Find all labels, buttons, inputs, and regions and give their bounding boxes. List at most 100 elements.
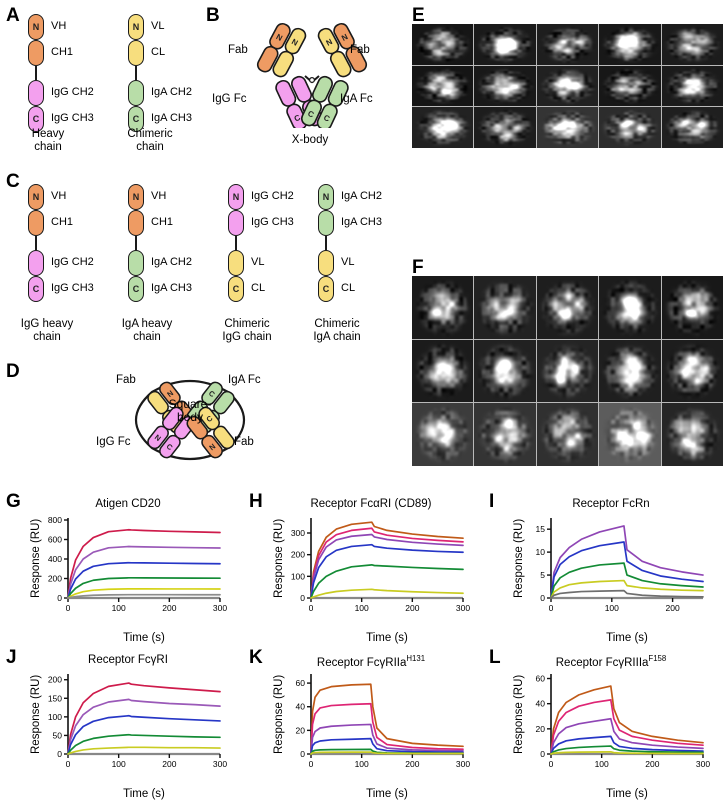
svg-text:N: N: [275, 32, 285, 43]
em-particle-image: [412, 24, 474, 65]
label-fab-bottom-d: Fab: [234, 436, 254, 448]
sensorgram-curve-conc-1: [310, 683, 464, 755]
em-class-average-cell: [599, 65, 661, 107]
domain-label: IgA CH2: [151, 256, 192, 268]
panel-letter-j: J: [6, 647, 17, 668]
domain-label: IgG CH2: [251, 190, 294, 202]
em-particle-image: [661, 65, 723, 107]
chain-linker: [35, 66, 37, 80]
terminus-marker: C: [232, 284, 240, 294]
panel-b-caption: X-body: [291, 134, 329, 146]
y-axis-label: Response (RU): [513, 674, 525, 754]
x-axis-label: Time (s): [606, 788, 648, 800]
terminus-marker: C: [132, 114, 140, 124]
em-class-average-cell: [599, 107, 661, 148]
label-iga-fc-d: IgA Fc: [228, 374, 261, 386]
domain-label: IgA CH2: [341, 190, 382, 202]
chain-linker: [135, 66, 137, 80]
domain-label: IgA CH3: [341, 216, 382, 228]
sensorgram-curve-conc-4: [310, 543, 464, 599]
terminus-marker: N: [322, 192, 330, 202]
em-class-average-cell: [474, 403, 536, 466]
terminus-marker: N: [32, 192, 40, 202]
em-class-average-cell: [536, 339, 599, 403]
domain-label: IgA CH3: [151, 112, 192, 124]
em-class-average-cell: [536, 107, 599, 148]
svg-text:C: C: [165, 442, 175, 453]
spr-plot-g: 0 200 400 600 800 0 100 200 300 Atigen CD20 Respon…: [28, 498, 228, 644]
em-class-average-cell: [661, 107, 723, 148]
em-particle-image: [474, 65, 536, 107]
plot-title: Receptor FcRn: [572, 498, 650, 510]
em-particle-image: [599, 403, 661, 466]
chain-caption-chimeric-chain: Chimeric chain: [106, 128, 194, 154]
em-particle-image: [599, 24, 661, 65]
domain-vl: N: [128, 14, 144, 40]
em-particle-image: [412, 276, 474, 339]
plot-canvas: 0 100 200 300 0 100 200 300: [291, 518, 470, 613]
sensorgram-curve-conc-4: [310, 737, 464, 755]
x-tick-label: 100: [112, 759, 126, 769]
y-tick-label: 20: [536, 724, 546, 734]
y-tick-label: 50: [53, 730, 63, 740]
domain-ch1: [28, 210, 44, 236]
caption-line: chain: [133, 331, 161, 343]
caption-line: chain: [136, 141, 164, 153]
svg-text:N: N: [290, 37, 300, 48]
y-tick-label: 40: [296, 702, 306, 712]
domain-igg-ch3: C: [28, 106, 44, 132]
plot-title-superscript: H131: [406, 654, 426, 663]
plot-canvas: 0 20 40 60 0 100 200 300: [536, 674, 711, 769]
sensorgram-curve-conc-6: [310, 751, 464, 755]
spr-plot-l: 0 20 40 60 0 100 200 300 Receptor FcγRIIIaF158 Re…: [511, 654, 711, 800]
panel-letter-h: H: [249, 491, 263, 512]
x-tick-label: 200: [666, 603, 680, 613]
sensorgram-curve-conc-4: [550, 735, 704, 755]
sensorgram-curve-conc-2: [310, 702, 464, 755]
y-axis-label: Response (RU): [30, 518, 42, 598]
panel-letter-k: K: [249, 647, 263, 668]
plot-canvas: 0 50 100 150 200 0 100 200 300: [48, 674, 227, 769]
domain-cl: C: [228, 276, 244, 302]
plot-title: Receptor FcαRI (CD89): [310, 498, 432, 510]
em-particle-image: [661, 276, 723, 339]
plot-title: Atigen CD20: [95, 498, 161, 510]
sensorgram-curve-conc-6: [310, 588, 464, 599]
label-fab-right-b: Fab: [350, 44, 370, 56]
caption-line: Chimeric: [127, 128, 173, 140]
sensorgram-curve-conc-6: [67, 593, 221, 599]
domain-label: CH1: [51, 216, 74, 228]
domain-label: VH: [51, 190, 67, 202]
domain-igg-ch2: [28, 80, 44, 106]
em-class-average-cell: [412, 403, 474, 466]
terminus-marker: C: [32, 284, 40, 294]
chain-caption-iga-heavy: IgA heavy chain: [102, 318, 192, 344]
x-tick-label: 0: [549, 603, 554, 613]
x-tick-label: 300: [456, 603, 470, 613]
em-particle-image: [599, 107, 661, 148]
chain-caption-igg-heavy: IgG heavy chain: [2, 318, 92, 344]
domain-iga-ch2: N: [318, 184, 334, 210]
xbody-diagram: N N N N C C C: [225, 18, 400, 133]
terminus-marker: N: [132, 192, 140, 202]
chain-caption-chimeric-iga: Chimeric IgA chain: [293, 318, 381, 344]
domain-vh: N: [128, 184, 144, 210]
y-axis-label: Response (RU): [513, 518, 525, 598]
x-tick-label: 200: [645, 759, 659, 769]
label-igg-fc-b: IgG Fc: [212, 93, 247, 105]
domain-iga-ch2: [128, 250, 144, 276]
domain-label: IgA CH3: [151, 282, 192, 294]
em-particle-image: [474, 339, 536, 403]
y-axis-label: Response (RU): [273, 674, 285, 754]
caption-line: chain: [34, 141, 62, 153]
x-tick-label: 100: [355, 759, 369, 769]
domain-label: IgG CH2: [51, 256, 94, 268]
em-particle-image: [599, 276, 661, 339]
panel-letter-b: B: [206, 5, 220, 26]
y-tick-label: 300: [291, 528, 305, 538]
chain-linker: [35, 236, 37, 250]
em-class-average-grid-e: [412, 24, 723, 148]
x-tick-label: 200: [405, 603, 419, 613]
y-axis-label: Response (RU): [273, 518, 285, 598]
domain-vl: [228, 250, 244, 276]
